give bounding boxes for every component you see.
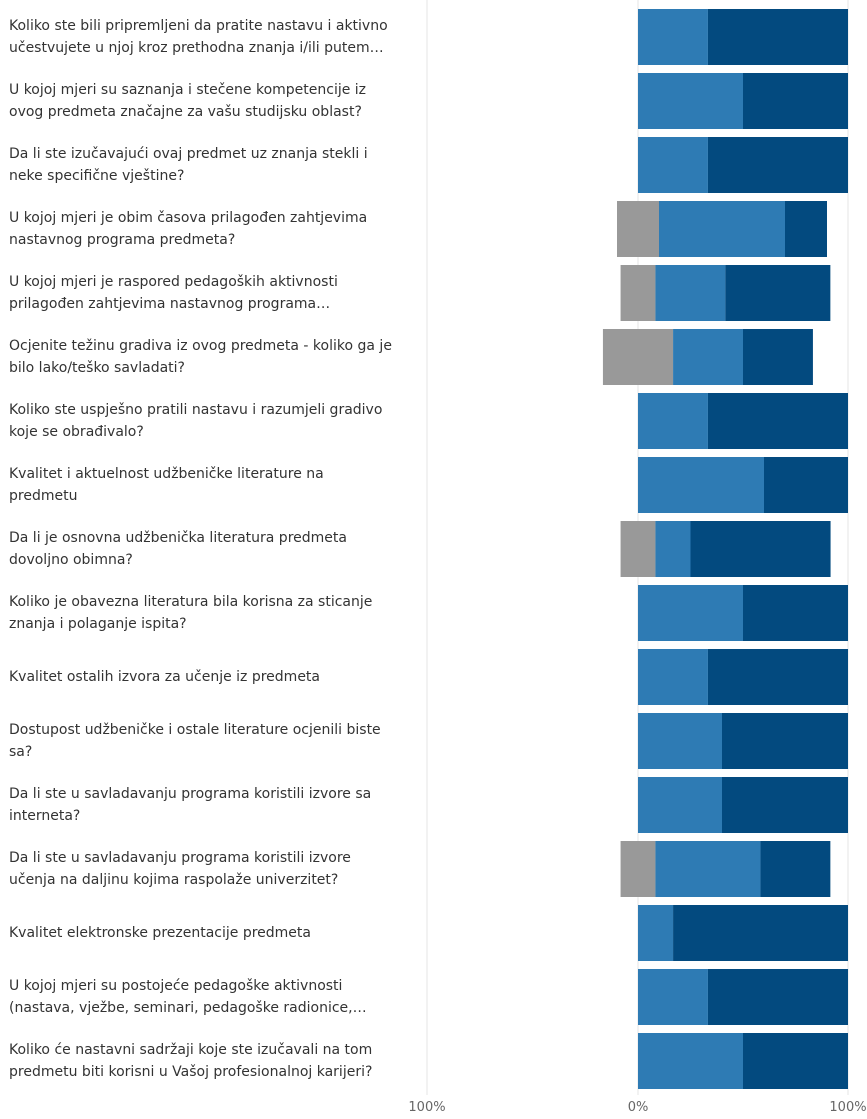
bar-negative: [617, 201, 659, 257]
bar-mid: [638, 649, 708, 705]
bar-negative: [602, 329, 674, 385]
category-label: Koliko će nastavni sadržaji koje ste izu…: [9, 1042, 373, 1080]
category-label: U kojoj mjeri su saznanja i stečene komp…: [9, 82, 367, 120]
category-label: Da li ste izučavajući ovaj predmet uz zn…: [9, 146, 368, 184]
category-label: U kojoj mjeri je obim časova prilagođen …: [9, 210, 368, 248]
bar-positive: [690, 521, 831, 577]
category-label: Da li je osnovna udžbenička literatura p…: [9, 530, 347, 568]
bar-positive: [722, 713, 848, 769]
bar-negative: [620, 521, 656, 577]
category-label: Ocjenite težinu gradiva iz ovog predmeta…: [9, 338, 392, 376]
bar-positive: [707, 9, 848, 65]
bar-negative: [620, 265, 656, 321]
bar-positive: [743, 329, 813, 385]
bar-mid: [638, 969, 708, 1025]
bar-mid: [638, 777, 722, 833]
category-label: Da li ste u savladavanju programa korist…: [9, 850, 351, 888]
bar-mid: [659, 201, 785, 257]
bar-positive: [707, 969, 848, 1025]
bar-positive: [722, 777, 848, 833]
bar-mid: [655, 841, 761, 897]
category-label: Koliko je obavezna literatura bila koris…: [9, 594, 373, 632]
x-tick-label: 0%: [628, 1100, 649, 1115]
bar-positive: [707, 649, 848, 705]
bar-mid: [638, 457, 764, 513]
bar-negative: [620, 841, 656, 897]
category-label: Koliko ste uspješno pratili nastavu i ra…: [9, 402, 383, 440]
bar-mid: [638, 137, 708, 193]
x-tick-label: 100%: [408, 1100, 445, 1115]
bar-mid: [638, 73, 743, 129]
bar-mid: [638, 9, 708, 65]
bar-positive: [764, 457, 848, 513]
bar-mid: [638, 905, 674, 961]
bar-mid: [638, 393, 708, 449]
x-tick-label: 100%: [829, 1100, 866, 1115]
category-label: Kvalitet elektronske prezentacije predme…: [9, 925, 311, 941]
bar-mid: [655, 265, 726, 321]
bar-positive: [760, 841, 831, 897]
bar-mid: [638, 585, 743, 641]
category-label: Da li ste u savladavanju programa korist…: [9, 786, 372, 824]
bar-mid: [655, 521, 691, 577]
bar-positive: [785, 201, 827, 257]
bar-positive: [725, 265, 831, 321]
bar-mid: [638, 1033, 743, 1089]
category-label: Koliko ste bili pripremljeni da pratite …: [9, 18, 388, 56]
bar-positive: [707, 393, 848, 449]
bar-positive: [743, 585, 848, 641]
bar-positive: [743, 73, 848, 129]
category-label: Dostupost udžbeničke i ostale literature…: [9, 722, 381, 760]
bar-mid: [638, 713, 722, 769]
category-label: Kvalitet i aktuelnost udžbeničke literat…: [9, 466, 324, 504]
category-label: U kojoj mjeri je raspored pedagoških akt…: [9, 274, 338, 312]
category-label: U kojoj mjeri su postojeće pedagoške akt…: [9, 978, 367, 1016]
bar-positive: [673, 905, 848, 961]
bar-positive: [743, 1033, 848, 1089]
category-label: Kvalitet ostalih izvora za učenje iz pre…: [9, 669, 321, 685]
bar-mid: [673, 329, 743, 385]
bar-positive: [707, 137, 848, 193]
